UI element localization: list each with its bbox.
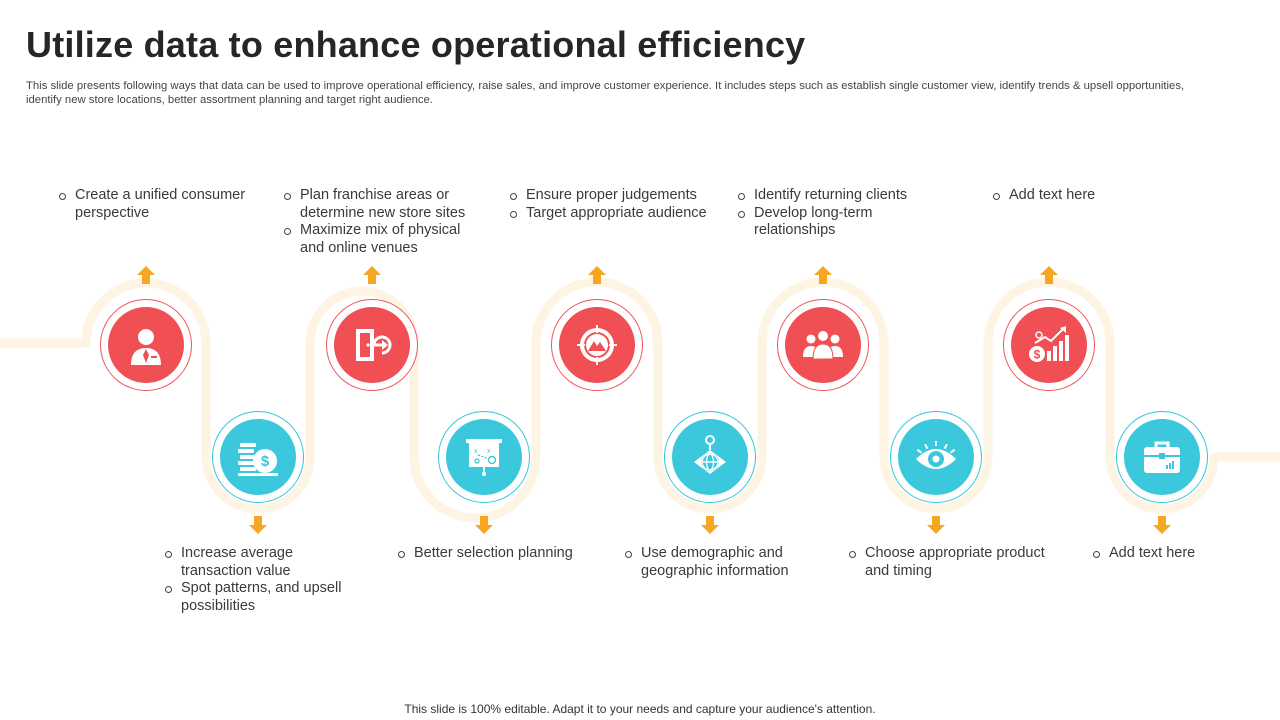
step-9-text: Add text here — [991, 187, 1191, 205]
briefcase-icon — [1144, 441, 1180, 473]
step-3-bullet-1: Plan franchise areas or determine new st… — [282, 187, 482, 222]
step-5-text: Ensure proper judgements Target appropri… — [508, 187, 708, 222]
step-2-bullet-2: Spot patterns, and upsell possibilities — [163, 580, 363, 615]
step-10-arrow-down-icon — [1153, 516, 1171, 534]
step-1-node — [100, 299, 192, 391]
step-9-bullet-1: Add text here — [991, 187, 1191, 205]
step-3-arrow-up-icon — [363, 266, 381, 284]
step-6-text: Use demographic and geographic informati… — [623, 545, 823, 580]
step-8-text: Choose appropriate product and timing — [847, 545, 1047, 580]
step-6-bullet-1: Use demographic and geographic informati… — [623, 545, 823, 580]
eye-vision-icon — [916, 441, 956, 469]
page-subtitle: This slide presents following ways that … — [26, 80, 1185, 106]
step-2-node: $ — [212, 411, 304, 503]
step-1-bullet-1: Create a unified consumer perspective — [57, 187, 267, 222]
step-10-bullet-1: Add text here — [1091, 545, 1251, 563]
step-3-node — [326, 299, 418, 391]
step-2-text: Increase average transaction value Spot … — [163, 545, 363, 615]
step-1-text: Create a unified consumer perspective — [57, 187, 267, 222]
customer-service-person-icon — [131, 329, 161, 365]
svg-text:$: $ — [261, 453, 270, 470]
footer-note: This slide is 100% editable. Adapt it to… — [404, 702, 876, 716]
target-crosshair-icon — [577, 325, 617, 365]
page-title: Utilize data to enhance operational effi… — [26, 24, 806, 65]
step-6-node — [664, 411, 756, 503]
team-group-icon — [803, 330, 843, 360]
money-stack-icon: $ — [238, 443, 278, 476]
step-8-arrow-down-icon — [927, 516, 945, 534]
step-4-text: Better selection planning — [396, 545, 576, 563]
step-5-bullet-1: Ensure proper judgements — [508, 187, 708, 205]
step-10-text: Add text here — [1091, 545, 1251, 563]
step-5-node — [551, 299, 643, 391]
step-7-node — [777, 299, 869, 391]
step-3-bullet-2: Maximize mix of physical and online venu… — [282, 222, 482, 257]
step-7-bullet-1: Identify returning clients — [736, 187, 936, 205]
step-5-bullet-2: Target appropriate audience — [508, 205, 708, 223]
step-7-arrow-up-icon — [814, 266, 832, 284]
step-7-bullet-2: Develop long-term relationships — [736, 205, 936, 240]
step-2-arrow-down-icon — [249, 516, 267, 534]
growth-chart-icon: $ — [1029, 326, 1069, 362]
step-4-arrow-down-icon — [475, 516, 493, 534]
svg-text:$: $ — [1034, 348, 1041, 362]
step-9-node: $ — [1003, 299, 1095, 391]
step-3-text: Plan franchise areas or determine new st… — [282, 187, 482, 257]
step-8-bullet-1: Choose appropriate product and timing — [847, 545, 1047, 580]
step-9-arrow-up-icon — [1040, 266, 1058, 284]
strategy-board-icon: x x — [466, 439, 502, 476]
step-7-text: Identify returning clients Develop long-… — [736, 187, 936, 240]
step-8-node — [890, 411, 982, 503]
step-5-arrow-up-icon — [588, 266, 606, 284]
step-10-node — [1116, 411, 1208, 503]
svg-text:x: x — [474, 448, 478, 455]
step-6-arrow-down-icon — [701, 516, 719, 534]
step-4-bullet-1: Better selection planning — [396, 545, 576, 563]
step-2-bullet-1: Increase average transaction value — [163, 545, 363, 580]
step-4-node: x x — [438, 411, 530, 503]
door-exit-icon — [356, 329, 392, 361]
globe-location-icon — [694, 435, 726, 474]
svg-text:x: x — [487, 448, 491, 455]
step-1-arrow-up-icon — [137, 266, 155, 284]
